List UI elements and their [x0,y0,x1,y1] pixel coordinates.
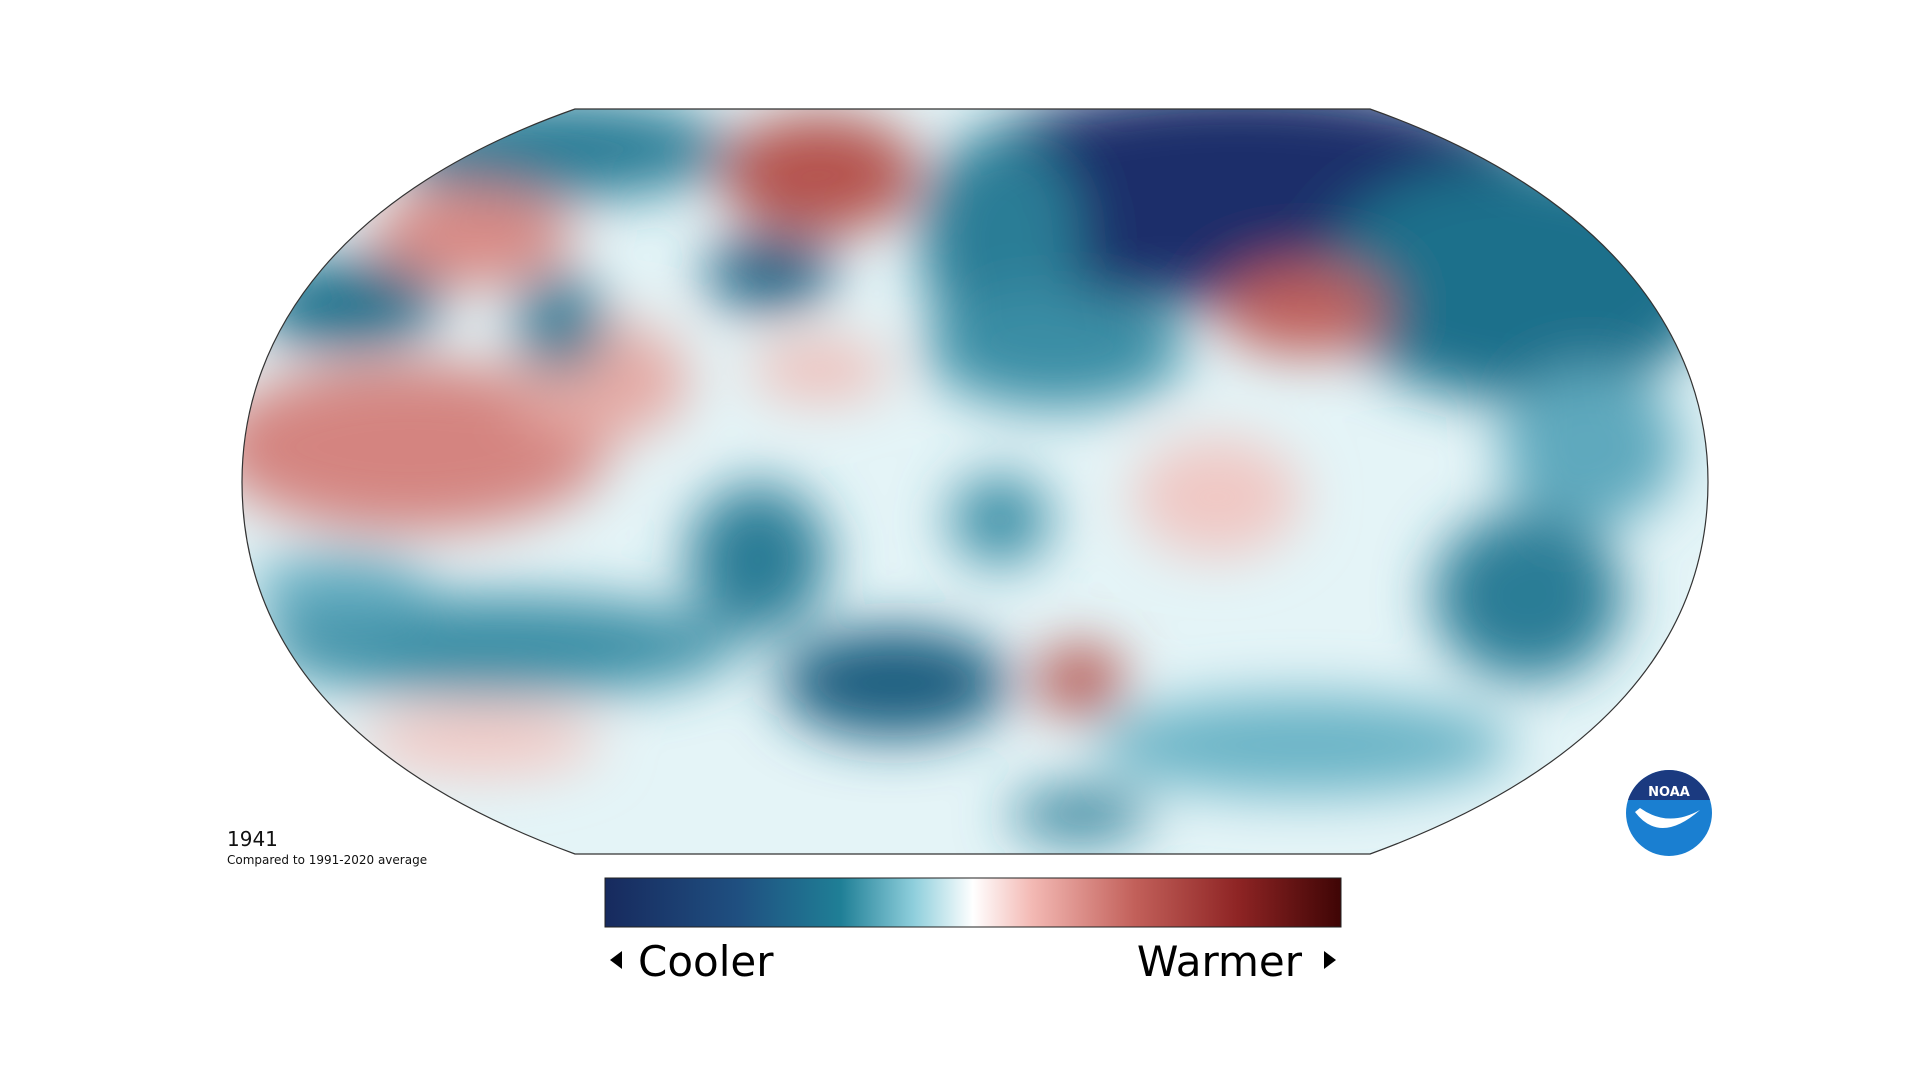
cooler-label: Cooler [638,937,774,986]
warmer-arrow [1324,951,1336,969]
noaa-logo: NOAA [1626,769,1712,856]
color-bar [604,877,1342,928]
year-label: 1941 [227,827,278,851]
map-outline [241,108,1709,855]
cooler-arrow [610,951,622,969]
baseline-note: Compared to 1991-2020 average [227,853,427,867]
anomaly-map [242,109,1708,854]
warmer-label: Warmer [1137,937,1303,986]
logo-text: NOAA [1648,785,1690,800]
